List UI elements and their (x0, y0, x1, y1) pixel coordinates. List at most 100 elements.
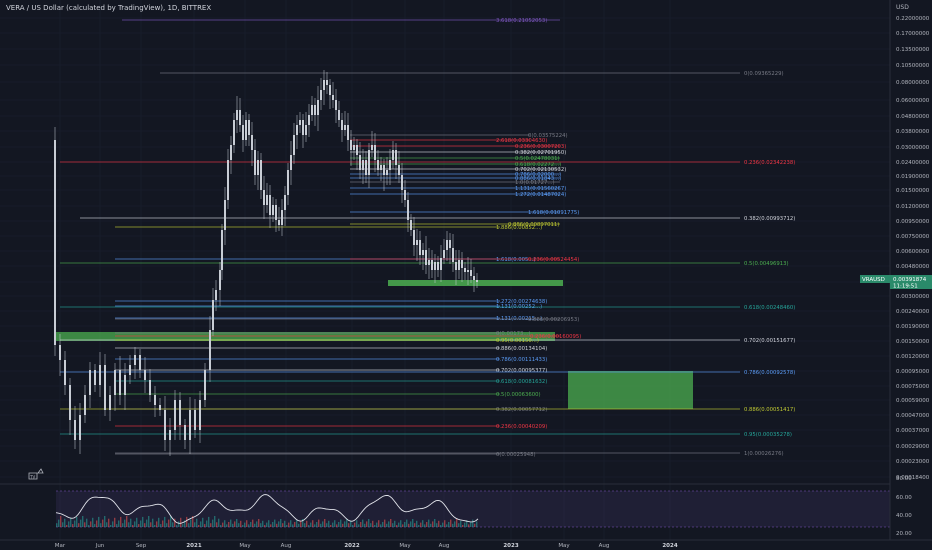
volume-bar (148, 516, 150, 527)
volume-bar (412, 519, 414, 527)
candle-body (239, 110, 241, 125)
currency-label: USD (896, 4, 909, 11)
volume-bar (212, 519, 214, 527)
candle-body (269, 195, 271, 215)
volume-bar (442, 522, 444, 527)
volume-bar (454, 521, 456, 527)
price-tick: 0.00300000 (896, 294, 930, 300)
volume-bar (242, 525, 244, 527)
volume-bar (70, 517, 72, 527)
price-tick: 0.01200000 (896, 204, 930, 210)
fib-label: 1.886(0.00852...) (496, 225, 542, 231)
price-tick: 0.10500000 (896, 63, 930, 69)
volume-bar (314, 524, 316, 527)
candle-body (395, 150, 397, 165)
candle-body (154, 395, 156, 405)
zone-green-wide[interactable] (55, 332, 555, 341)
volume-bar (272, 522, 274, 527)
volume-bar (146, 519, 148, 527)
volume-bar (100, 523, 102, 527)
volume-bar (156, 521, 158, 527)
fib-label: 0.702(0.00151677) (744, 338, 795, 344)
volume-bar (434, 519, 436, 527)
candle-body (99, 365, 101, 385)
volume-bar (198, 525, 200, 527)
candle-body (209, 330, 211, 370)
candle-body (470, 270, 472, 276)
candle-body (422, 250, 424, 255)
volume-bar (276, 523, 278, 527)
volume-bar (82, 516, 84, 527)
last-price: 0.00391874 (893, 277, 927, 283)
fib-label: 1.618(0.005...) (496, 257, 536, 263)
volume-bar (424, 524, 426, 527)
zone-green-top[interactable] (388, 280, 563, 286)
volume-bar (410, 521, 412, 527)
fib-label: 0.236(0.00524454) (528, 257, 579, 263)
fib-label: 0.5(0.02478031) (515, 156, 560, 162)
volume-bar (306, 520, 308, 527)
candle-body (398, 165, 400, 175)
volume-bar (344, 521, 346, 527)
volume-bar (206, 520, 208, 527)
price-tick: 0.00190000 (896, 324, 930, 330)
volume-bar (138, 524, 140, 527)
time-tick: May (239, 543, 251, 549)
candle-body (281, 210, 283, 225)
volume-bar (108, 518, 110, 527)
volume-bar (362, 519, 364, 527)
candle-body (245, 120, 247, 140)
volume-bar (126, 516, 128, 527)
volume-bar (308, 525, 310, 527)
volume-bar (210, 523, 212, 527)
candle-body (272, 205, 274, 215)
fib-label: 0(0.03575224) (528, 133, 568, 139)
fib-label: 1(0.00026276) (744, 451, 784, 457)
tradingview-logo-icon[interactable]: TV (28, 468, 44, 480)
volume-bar (152, 518, 154, 527)
fib-label: 0.236(0.03007203) (515, 144, 566, 150)
candle-body (89, 370, 91, 395)
candle-body (275, 205, 277, 220)
volume-bar (408, 523, 410, 527)
volume-bar (398, 522, 400, 527)
volume-bar (158, 517, 160, 527)
candle-body (473, 276, 475, 280)
price-tick: 0.00750000 (896, 234, 930, 240)
fib-label: 0.236(0.00040209) (496, 424, 547, 430)
candle-body (109, 395, 111, 410)
candle-body (344, 125, 346, 130)
volume-bar (56, 523, 58, 527)
volume-bar (208, 516, 210, 527)
zone-green-box[interactable] (568, 371, 693, 409)
price-tick: 0.01500000 (896, 188, 930, 194)
price-tick: 0.17000000 (896, 31, 930, 37)
candle-body (374, 145, 376, 160)
candle-body (308, 115, 310, 125)
volume-bar (274, 519, 276, 527)
candle-body (401, 175, 403, 190)
volume-bar (76, 516, 78, 527)
time-tick: Aug (439, 543, 450, 549)
fib-label: 0.886(0.00134104) (496, 346, 547, 352)
time-axis[interactable]: Mar Jun Sep 2021 May Aug 2022 May Aug 2023 May Aug 2… (55, 543, 678, 549)
candle-body (266, 195, 268, 205)
volume-bar (128, 522, 130, 527)
price-tick: 0.02400000 (896, 160, 930, 166)
volume-bar (302, 519, 304, 527)
volume-bar (304, 523, 306, 527)
volume-bar (402, 524, 404, 527)
fib-label: 0.886(0.00051417) (744, 407, 795, 413)
volume-bar (224, 520, 226, 527)
volume-bar (296, 519, 298, 527)
volume-bar (404, 522, 406, 527)
volume-bar (396, 525, 398, 527)
candle-body (389, 160, 391, 170)
volume-bar (470, 522, 472, 527)
time-tick: May (399, 543, 411, 549)
candle-body (299, 120, 301, 125)
candle-body (386, 170, 388, 175)
candle-body (79, 415, 81, 440)
symbol-title[interactable]: VERA / US Dollar (calculated by TradingV… (6, 4, 212, 12)
